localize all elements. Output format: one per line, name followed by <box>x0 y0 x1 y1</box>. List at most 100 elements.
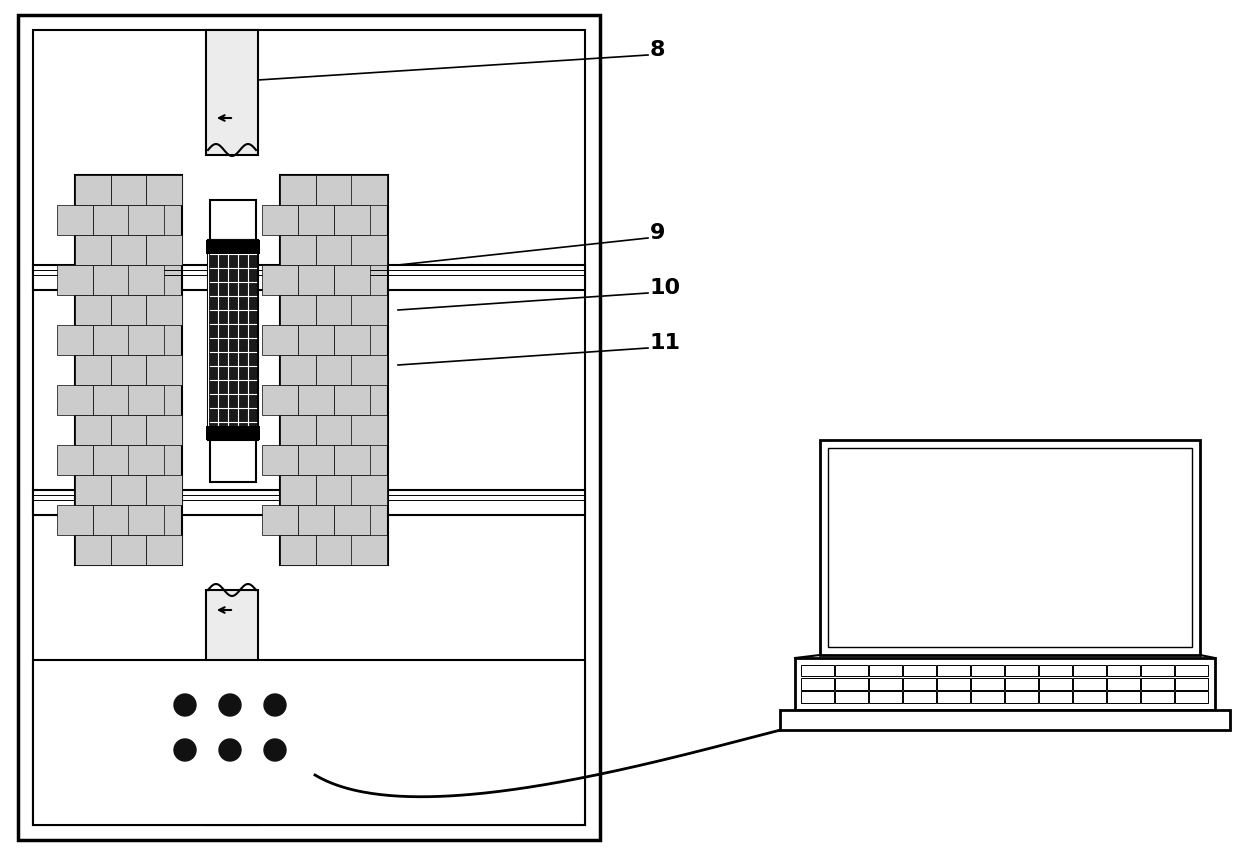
Bar <box>316 175 352 205</box>
Bar <box>316 475 352 505</box>
Bar <box>57 505 93 535</box>
Bar <box>1176 678 1208 690</box>
Bar <box>795 658 1215 710</box>
Bar <box>208 240 258 440</box>
Bar <box>1039 691 1071 703</box>
Bar <box>129 325 164 355</box>
Bar <box>74 355 110 385</box>
Bar <box>1141 678 1173 690</box>
Bar <box>1073 665 1106 676</box>
Bar <box>280 295 316 325</box>
Bar <box>298 205 334 235</box>
Bar <box>971 665 1003 676</box>
Bar <box>280 535 316 565</box>
Circle shape <box>264 694 286 716</box>
Bar <box>33 265 585 290</box>
Bar <box>334 445 370 475</box>
Bar <box>93 325 129 355</box>
Bar <box>351 175 387 205</box>
Bar <box>1004 678 1038 690</box>
Bar <box>74 175 110 205</box>
Bar <box>835 691 868 703</box>
Bar <box>262 325 298 355</box>
Bar <box>820 440 1200 655</box>
Bar <box>74 235 110 265</box>
Bar <box>57 265 93 295</box>
Bar <box>298 505 334 535</box>
Bar <box>280 175 316 205</box>
Bar <box>351 415 387 445</box>
Bar <box>146 355 182 385</box>
Bar <box>93 205 129 235</box>
Bar <box>1073 678 1106 690</box>
Bar <box>57 385 93 415</box>
Bar <box>146 415 182 445</box>
Bar <box>110 295 146 325</box>
Bar <box>351 535 387 565</box>
Bar <box>1004 691 1038 703</box>
Bar <box>129 265 164 295</box>
Bar <box>146 535 182 565</box>
Bar <box>280 475 316 505</box>
Bar <box>74 175 182 565</box>
Bar <box>780 710 1230 730</box>
Bar <box>210 200 255 240</box>
Bar <box>1039 678 1071 690</box>
Bar <box>33 660 585 825</box>
Bar <box>262 505 298 535</box>
Bar <box>1176 665 1208 676</box>
Bar <box>93 445 129 475</box>
Bar <box>57 205 93 235</box>
Bar <box>351 355 387 385</box>
Bar <box>334 265 370 295</box>
Text: 9: 9 <box>650 223 666 243</box>
Bar <box>129 205 164 235</box>
Bar <box>74 295 110 325</box>
Bar <box>1107 678 1140 690</box>
Bar <box>298 445 334 475</box>
Bar <box>74 415 110 445</box>
Bar <box>316 295 352 325</box>
Bar <box>971 691 1003 703</box>
Bar <box>93 265 129 295</box>
Bar <box>869 665 901 676</box>
Bar <box>351 295 387 325</box>
Bar <box>869 691 901 703</box>
Bar <box>146 475 182 505</box>
Text: 10: 10 <box>650 278 681 298</box>
Bar <box>937 678 970 690</box>
Bar <box>110 355 146 385</box>
Bar <box>280 415 316 445</box>
Bar <box>937 691 970 703</box>
Bar <box>1107 691 1140 703</box>
Bar <box>146 235 182 265</box>
Bar <box>19 15 600 840</box>
Bar <box>129 445 164 475</box>
Circle shape <box>219 739 241 761</box>
Bar <box>262 385 298 415</box>
Bar <box>828 448 1192 647</box>
Bar <box>1141 691 1173 703</box>
Bar <box>33 30 585 825</box>
Bar <box>57 445 93 475</box>
Bar <box>110 475 146 505</box>
Bar <box>57 325 93 355</box>
Text: 11: 11 <box>650 333 681 353</box>
Circle shape <box>219 694 241 716</box>
Bar <box>262 205 298 235</box>
Bar <box>129 385 164 415</box>
Bar <box>835 665 868 676</box>
Bar <box>869 678 901 690</box>
Bar <box>146 295 182 325</box>
Bar <box>334 505 370 535</box>
Circle shape <box>174 694 196 716</box>
Bar <box>93 505 129 535</box>
Bar <box>801 665 833 676</box>
Bar <box>146 175 182 205</box>
Bar <box>298 385 334 415</box>
Bar <box>801 691 833 703</box>
Bar <box>316 355 352 385</box>
Bar <box>280 175 388 565</box>
Bar <box>74 475 110 505</box>
Bar <box>351 475 387 505</box>
